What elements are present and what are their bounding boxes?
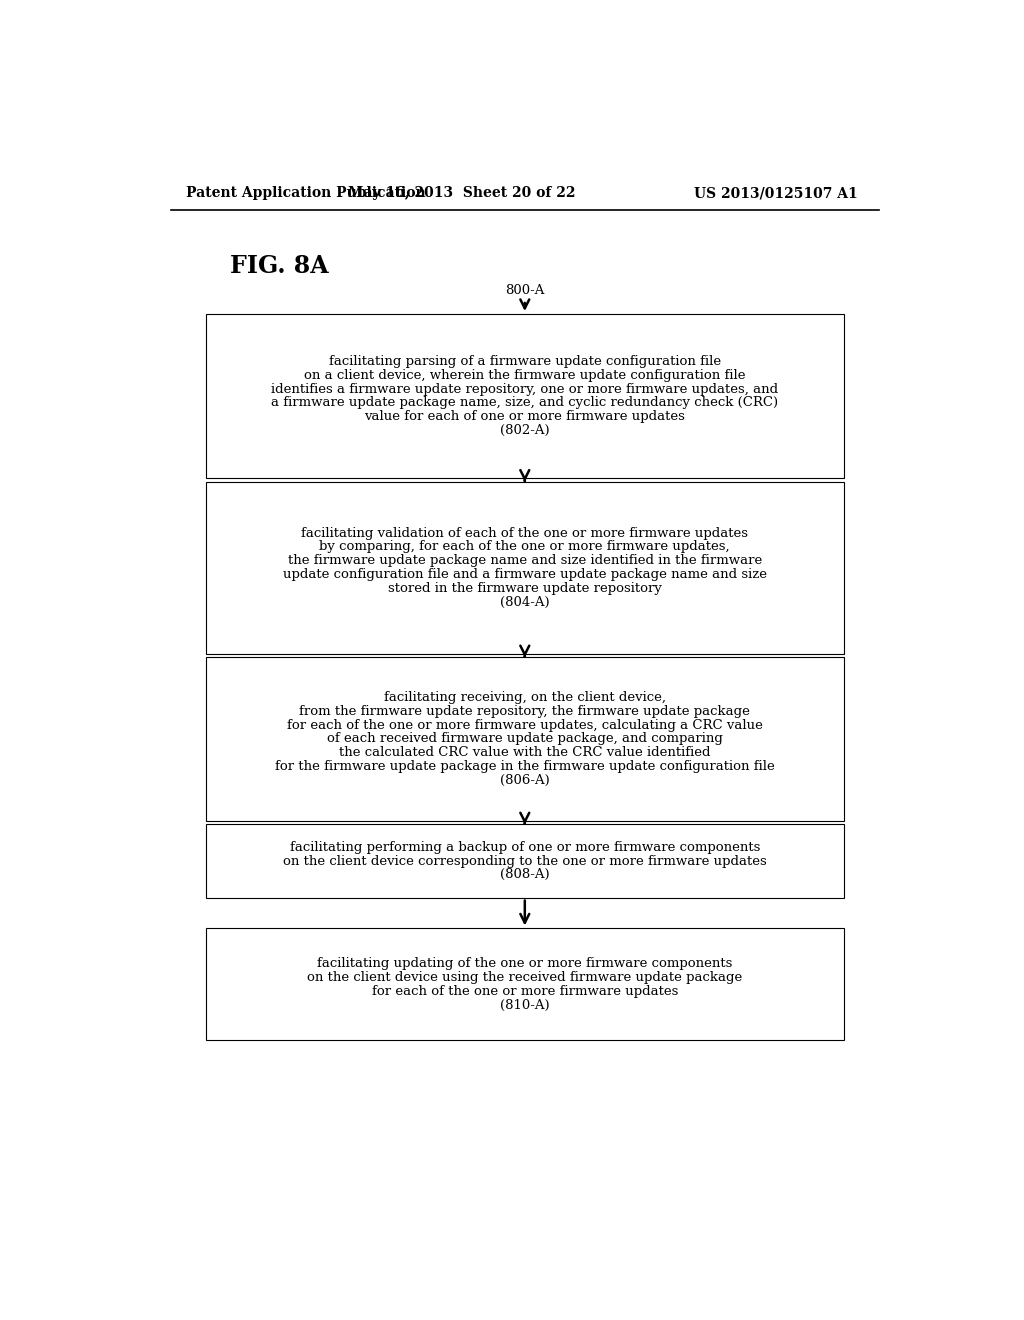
Text: (806-A): (806-A) bbox=[500, 774, 550, 787]
Text: the firmware update package name and size identified in the firmware: the firmware update package name and siz… bbox=[288, 554, 762, 568]
Text: on the client device using the received firmware update package: on the client device using the received … bbox=[307, 970, 742, 983]
Bar bbox=[206, 825, 844, 898]
Text: (810-A): (810-A) bbox=[500, 998, 550, 1011]
Text: FIG. 8A: FIG. 8A bbox=[230, 255, 329, 279]
Text: (804-A): (804-A) bbox=[500, 595, 550, 609]
Text: Patent Application Publication: Patent Application Publication bbox=[186, 186, 426, 201]
Text: facilitating receiving, on the client device,: facilitating receiving, on the client de… bbox=[384, 690, 666, 704]
Text: update configuration file and a firmware update package name and size: update configuration file and a firmware… bbox=[283, 568, 767, 581]
Text: US 2013/0125107 A1: US 2013/0125107 A1 bbox=[693, 186, 857, 201]
Bar bbox=[206, 928, 844, 1040]
Text: stored in the firmware update repository: stored in the firmware update repository bbox=[388, 582, 662, 595]
Text: for each of the one or more firmware updates: for each of the one or more firmware upd… bbox=[372, 985, 678, 998]
Text: on the client device corresponding to the one or more firmware updates: on the client device corresponding to th… bbox=[283, 854, 767, 867]
Text: for the firmware update package in the firmware update configuration file: for the firmware update package in the f… bbox=[274, 760, 775, 774]
Text: on a client device, wherein the firmware update configuration file: on a client device, wherein the firmware… bbox=[304, 368, 745, 381]
Text: value for each of one or more firmware updates: value for each of one or more firmware u… bbox=[365, 411, 685, 424]
Text: 800-A: 800-A bbox=[505, 284, 545, 297]
Text: identifies a firmware update repository, one or more firmware updates, and: identifies a firmware update repository,… bbox=[271, 383, 778, 396]
Text: of each received firmware update package, and comparing: of each received firmware update package… bbox=[327, 733, 723, 746]
Text: May 16, 2013  Sheet 20 of 22: May 16, 2013 Sheet 20 of 22 bbox=[347, 186, 575, 201]
Text: facilitating performing a backup of one or more firmware components: facilitating performing a backup of one … bbox=[290, 841, 760, 854]
Bar bbox=[206, 314, 844, 478]
Text: from the firmware update repository, the firmware update package: from the firmware update repository, the… bbox=[299, 705, 751, 718]
Text: by comparing, for each of the one or more firmware updates,: by comparing, for each of the one or mor… bbox=[319, 540, 730, 553]
Text: the calculated CRC value with the CRC value identified: the calculated CRC value with the CRC va… bbox=[339, 746, 711, 759]
Text: facilitating validation of each of the one or more firmware updates: facilitating validation of each of the o… bbox=[301, 527, 749, 540]
Bar bbox=[206, 482, 844, 653]
Text: (808-A): (808-A) bbox=[500, 869, 550, 882]
Bar bbox=[206, 657, 844, 821]
Text: for each of the one or more firmware updates, calculating a CRC value: for each of the one or more firmware upd… bbox=[287, 718, 763, 731]
Text: a firmware update package name, size, and cyclic redundancy check (CRC): a firmware update package name, size, an… bbox=[271, 396, 778, 409]
Text: facilitating parsing of a firmware update configuration file: facilitating parsing of a firmware updat… bbox=[329, 355, 721, 368]
Text: facilitating updating of the one or more firmware components: facilitating updating of the one or more… bbox=[317, 957, 732, 970]
Text: (802-A): (802-A) bbox=[500, 424, 550, 437]
